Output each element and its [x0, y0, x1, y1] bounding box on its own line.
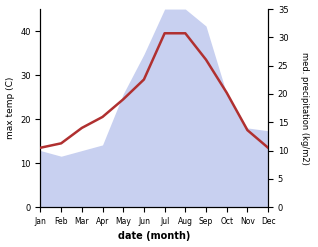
- X-axis label: date (month): date (month): [118, 231, 190, 242]
- Y-axis label: med. precipitation (kg/m2): med. precipitation (kg/m2): [300, 52, 309, 165]
- Y-axis label: max temp (C): max temp (C): [5, 77, 15, 139]
